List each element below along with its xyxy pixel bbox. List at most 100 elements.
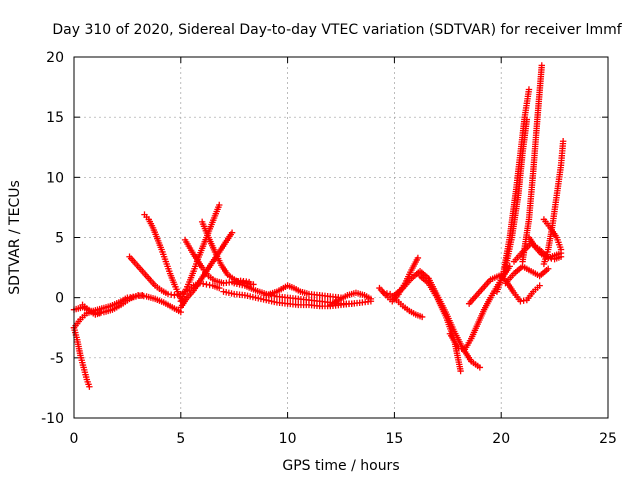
data-point <box>457 367 464 375</box>
data-trail <box>183 238 196 256</box>
data-trail <box>226 273 238 283</box>
data-trail <box>340 300 353 308</box>
data-trail <box>481 296 493 311</box>
x-axis-label: GPS time / hours <box>282 458 399 474</box>
data-trail <box>206 236 218 254</box>
data-trail <box>297 295 310 303</box>
data-trail <box>554 236 564 251</box>
data-trail <box>319 292 331 300</box>
data-trail <box>185 289 196 300</box>
data-trail <box>255 295 267 303</box>
data-trail <box>462 337 474 351</box>
data-trail <box>515 152 526 197</box>
data-trail <box>384 294 394 303</box>
data-trail <box>77 354 87 369</box>
data-trail <box>418 269 431 281</box>
data-trail <box>512 264 525 276</box>
x-tick-label: 5 <box>176 431 185 447</box>
y-tick-label: 5 <box>55 231 64 247</box>
data-trail <box>154 237 164 251</box>
data-trail <box>521 88 532 119</box>
data-trail <box>401 277 413 290</box>
data-trail <box>408 308 417 317</box>
data-trail <box>127 293 137 301</box>
data-point <box>557 246 565 253</box>
data-series-track-18 <box>416 272 464 375</box>
data-point <box>86 383 93 390</box>
data-trail <box>204 260 215 273</box>
data-trail <box>137 292 147 300</box>
data-trail <box>72 318 83 329</box>
data-trail <box>71 326 80 341</box>
data-trail <box>159 248 169 263</box>
data-trail <box>146 218 156 229</box>
data-trail <box>111 302 123 312</box>
data-trail <box>509 194 522 239</box>
data-trail <box>478 278 493 294</box>
data-trail <box>505 281 516 295</box>
data-trail <box>530 269 541 279</box>
data-trail <box>470 359 481 370</box>
data-trail <box>558 140 567 167</box>
data-trail <box>254 287 268 297</box>
data-trail <box>530 241 541 252</box>
data-series-track-23 <box>519 62 545 265</box>
data-trail <box>160 288 170 297</box>
data-trail <box>265 289 278 298</box>
data-trail <box>547 253 556 261</box>
data-trail <box>467 290 482 306</box>
x-tick-label: 0 <box>70 431 79 447</box>
data-trail <box>207 274 217 283</box>
data-trail <box>265 297 278 306</box>
data-trail <box>231 278 241 285</box>
data-trail <box>178 296 190 309</box>
data-trail <box>74 338 84 357</box>
data-trail <box>538 267 550 278</box>
data-trail <box>549 194 560 227</box>
data-point <box>414 254 422 262</box>
data-trail <box>475 308 487 326</box>
data-trail <box>200 266 211 278</box>
data-series-track-17 <box>391 267 484 371</box>
data-trail <box>534 64 545 119</box>
data-trail <box>127 255 138 266</box>
data-series-track-26 <box>540 138 567 268</box>
data-point <box>228 229 236 236</box>
data-trail <box>308 291 321 299</box>
data-point <box>216 284 223 292</box>
x-tick-label: 15 <box>385 431 403 447</box>
data-trail <box>354 290 366 298</box>
data-trail <box>519 118 530 155</box>
data-trail <box>308 297 321 305</box>
data-point <box>536 282 543 289</box>
data-series-track-1 <box>70 324 93 390</box>
data-trail <box>233 291 246 299</box>
data-trail <box>319 302 331 310</box>
data-series-track-16 <box>380 289 426 321</box>
data-trail <box>163 260 173 275</box>
data-trail <box>548 226 559 239</box>
data-points <box>70 62 567 390</box>
data-trail <box>502 236 515 269</box>
data-trail <box>186 270 196 284</box>
y-tick-label: 10 <box>46 170 64 186</box>
data-trail <box>235 278 246 286</box>
data-trail <box>212 250 224 267</box>
data-trail <box>286 283 296 291</box>
data-trail <box>219 263 230 277</box>
data-trail <box>297 301 310 309</box>
data-point <box>476 364 484 371</box>
data-trail <box>287 294 299 302</box>
data-point <box>216 201 223 209</box>
data-trail <box>100 303 112 312</box>
data-trail <box>276 299 289 307</box>
data-series-track-27 <box>540 216 565 253</box>
data-trail <box>140 269 151 280</box>
data-point <box>525 86 533 93</box>
data-trail <box>117 295 129 305</box>
data-point <box>367 295 375 303</box>
data-trail <box>172 283 181 295</box>
data-trail <box>213 278 225 286</box>
data-trail <box>434 296 448 317</box>
data-trail <box>329 293 342 301</box>
